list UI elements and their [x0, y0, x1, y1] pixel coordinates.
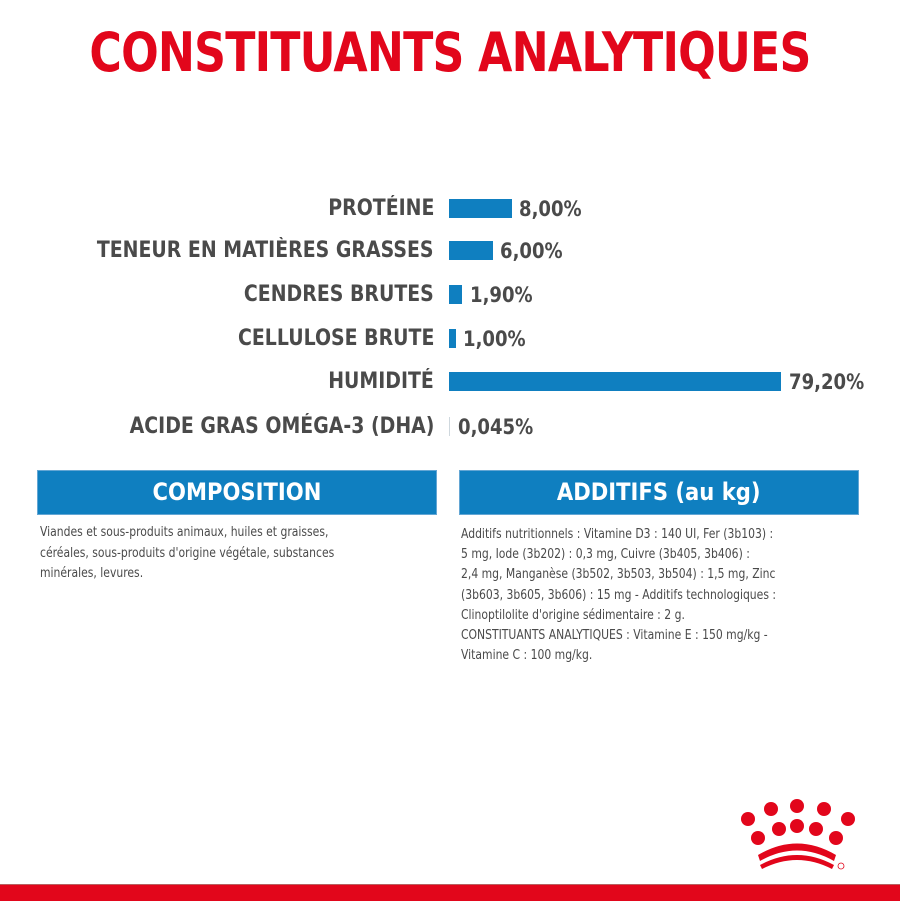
bar [449, 241, 493, 260]
text-line: CONSTITUANTS ANALYTIQUES : Vitamine E : … [461, 628, 768, 644]
chart-row-ash: CENDRES BRUTES 1,90% [0, 280, 900, 310]
additifs-text: Additifs nutritionnels : Vitamine D3 : 1… [461, 525, 838, 666]
composition-text: Viandes et sous-produits animaux, huiles… [40, 523, 417, 585]
row-value: 1,00% [463, 327, 526, 351]
chart-row-fiber: CELLULOSE BRUTE 1,00% [0, 324, 900, 354]
text-line: minérales, levures. [40, 566, 144, 581]
additifs-heading: ADDITIFS (au kg) [557, 478, 761, 506]
row-value: 6,00% [500, 239, 563, 263]
text-line: Additifs nutritionnels : Vitamine D3 : 1… [461, 527, 774, 542]
chart-row-fat: TENEUR EN MATIÈRES GRASSES 6,00% [0, 236, 900, 266]
bar [449, 372, 781, 391]
row-value: 1,90% [470, 283, 533, 307]
text-line: Vitamine C : 100 mg/kg. [461, 648, 593, 664]
footer-red-bar [0, 884, 900, 901]
text-line: (3b603, 3b605, 3b606) : 15 mg - Additifs… [461, 587, 777, 603]
row-value: 79,20% [789, 370, 865, 394]
row-label: ACIDE GRAS OMÉGA-3 (DHA) [129, 414, 434, 439]
bar [449, 199, 512, 218]
row-label: HUMIDITÉ [328, 369, 434, 394]
text-line: Viandes et sous-produits animaux, huiles… [40, 525, 329, 540]
chart-row-protein: PROTÉINE 8,00% [0, 194, 900, 224]
row-label: CELLULOSE BRUTE [237, 326, 434, 351]
additifs-header: ADDITIFS (au kg) [460, 471, 858, 514]
text-line: 2,4 mg, Manganèse (3b502, 3b503, 3b504) … [461, 567, 776, 583]
row-label: PROTÉINE [327, 196, 434, 221]
bar [449, 329, 456, 348]
page-title: CONSTITUANTS ANALYTIQUES [89, 21, 811, 84]
bar [449, 417, 450, 436]
composition-heading: COMPOSITION [152, 478, 322, 506]
text-line: céréales, sous-produits d'origine végéta… [40, 545, 335, 561]
row-value: 0,045% [458, 415, 534, 439]
row-label: CENDRES BRUTES [244, 282, 434, 307]
text-line: 5 mg, Iode (3b202) : 0,3 mg, Cuivre (3b4… [461, 547, 750, 563]
text-line: Clinoptilolite d'origine sédimentaire : … [461, 607, 685, 623]
crown-logo-icon [738, 795, 858, 875]
chart-row-dha: ACIDE GRAS OMÉGA-3 (DHA) 0,045% [0, 412, 900, 442]
bar [449, 285, 462, 304]
row-value: 8,00% [519, 197, 582, 221]
row-label: TENEUR EN MATIÈRES GRASSES [97, 238, 434, 263]
chart-row-moisture: HUMIDITÉ 79,20% [0, 367, 900, 397]
composition-header: COMPOSITION [38, 471, 436, 514]
